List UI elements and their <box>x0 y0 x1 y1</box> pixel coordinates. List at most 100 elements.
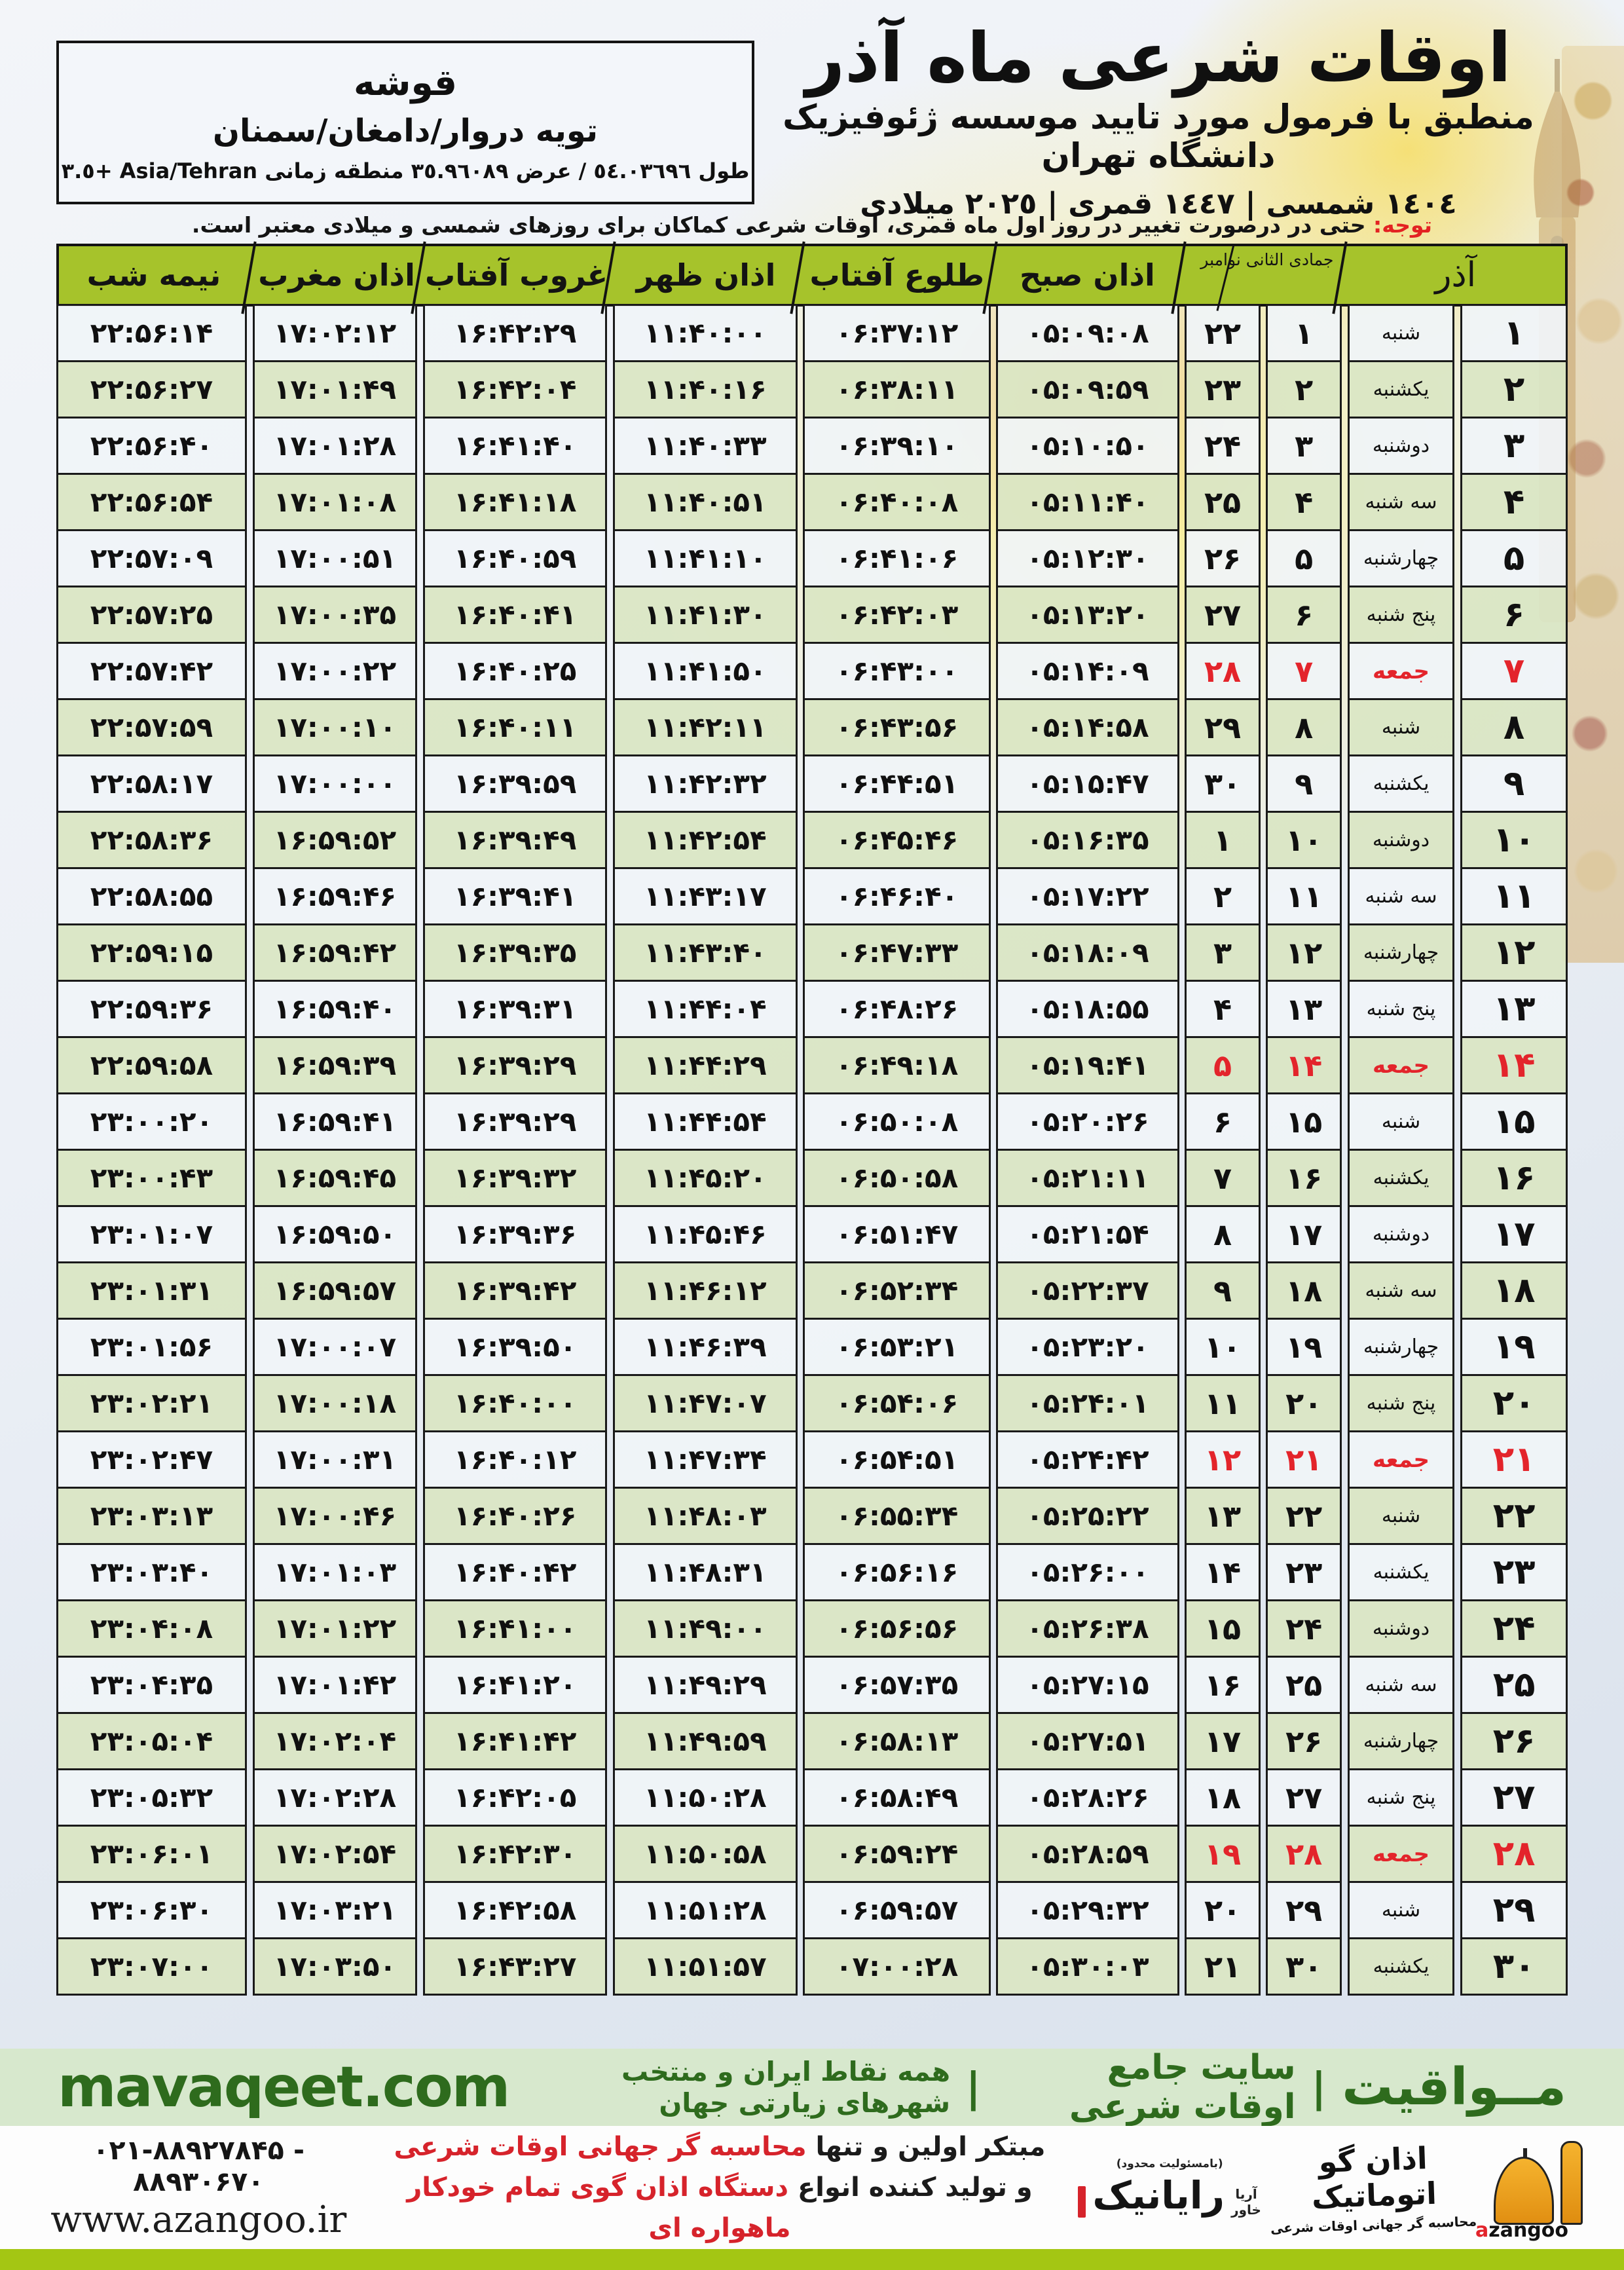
table-row: ۱۷ دوشنبه ۱۷ ۸ ۰۵:۲۱:۵۴ ۰۶:۵۱:۴۷ ۱۱:۴۵:۴۶ ۱۶:۳۹… <box>56 1205 1568 1263</box>
gregorian-day-cell: ۳۰ <box>1185 754 1261 813</box>
site-banner: مــواقیت | سایت جامع اوقات شرعی | همه نق… <box>0 2048 1624 2127</box>
maghrib-azan-cell: ۱۷:۰۱:۰۳ <box>252 1543 418 1601</box>
noon-azan-cell: ۱۱:۴۶:۳۹ <box>613 1318 798 1376</box>
noon-azan-cell: ۱۱:۴۰:۳۳ <box>613 417 798 475</box>
noon-azan-cell: ۱۱:۴۳:۴۰ <box>613 923 798 982</box>
lunar-day-cell: ۱۵ <box>1266 1092 1342 1151</box>
azar-day-cell: ۲۰ <box>1460 1374 1568 1432</box>
page-title: اوقات شرعی ماه آذر <box>805 18 1511 98</box>
weekday-cell: جمعه <box>1347 1036 1455 1094</box>
table-header-row: آذر جمادی الثانی نوامبر دسامبر اذان صبح … <box>56 244 1568 307</box>
maghrib-azan-cell: ۱۷:۰۰:۰۰ <box>252 754 418 813</box>
slogan-line2-black: و تولید کننده انواع <box>788 2172 1033 2203</box>
mosque-dome-icon: azangoo <box>1475 2138 1588 2242</box>
midnight-cell: ۲۳:۰۴:۰۸ <box>56 1599 247 1658</box>
sunrise-cell: ۰۶:۴۸:۲۶ <box>803 980 991 1038</box>
table-row: ۲۲ شنبه ۲۲ ۱۳ ۰۵:۲۵:۲۲ ۰۶:۵۵:۳۴ ۱۱:۴۸:۰۳ ۱۶:۴۰:… <box>56 1487 1568 1545</box>
maghrib-azan-cell: ۱۷:۰۰:۳۱ <box>252 1430 418 1489</box>
noon-azan-cell: ۱۱:۴۵:۴۶ <box>613 1205 798 1263</box>
midnight-cell: ۲۲:۵۶:۱۴ <box>56 304 247 362</box>
azar-day-cell: ۵ <box>1460 529 1568 587</box>
azar-day-cell: ۴ <box>1460 473 1568 531</box>
maghrib-azan-cell: ۱۷:۰۱:۰۸ <box>252 473 418 531</box>
fajr-azan-cell: ۰۵:۱۵:۴۷ <box>996 754 1179 813</box>
maghrib-azan-cell: ۱۷:۰۱:۴۲ <box>252 1656 418 1714</box>
gregorian-day-cell: ۲۷ <box>1185 586 1261 644</box>
fajr-azan-cell: ۰۵:۱۳:۲۰ <box>996 586 1179 644</box>
header-title-block: اوقات شرعی ماه آذر منطبق با فرمول مورد ت… <box>749 20 1568 221</box>
table-row: ۱۸ سه شنبه ۱۸ ۹ ۰۵:۲۲:۳۷ ۰۶:۵۲:۳۴ ۱۱:۴۶:۱۲ ۱۶:۳… <box>56 1261 1568 1320</box>
noon-azan-cell: ۱۱:۵۱:۵۷ <box>613 1937 798 1996</box>
weekday-cell: شنبه <box>1347 1092 1455 1151</box>
midnight-cell: ۲۳:۰۱:۵۶ <box>56 1318 247 1376</box>
sunrise-cell: ۰۶:۵۰:۰۸ <box>803 1092 991 1151</box>
sunrise-cell: ۰۶:۴۲:۰۳ <box>803 586 991 644</box>
weekday-cell: شنبه <box>1347 304 1455 362</box>
weekday-cell: دوشنبه <box>1347 417 1455 475</box>
noon-azan-cell: ۱۱:۴۲:۱۱ <box>613 698 798 756</box>
site-scope: همه نقاط ایران و منتخب شهرهای زیارتی جها… <box>621 2056 951 2119</box>
gregorian-day-cell: ۱۳ <box>1185 1487 1261 1545</box>
table-row: ۹ یکشنبه ۹ ۳۰ ۰۵:۱۵:۴۷ ۰۶:۴۴:۵۱ ۱۱:۴۲:۳۲ ۱۶:۳۹:… <box>56 754 1568 813</box>
lunar-day-cell: ۱۲ <box>1266 923 1342 982</box>
sunset-cell: ۱۶:۴۱:۴۲ <box>422 1712 608 1770</box>
azangoo-rest: zangoo <box>1488 2219 1568 2242</box>
bottom-olive-bar <box>0 2249 1624 2270</box>
gregorian-day-cell: ۲۹ <box>1185 698 1261 756</box>
mavaqeet-link[interactable]: mavaqeet.com <box>58 2055 510 2120</box>
gregorian-day-cell: ۳ <box>1185 923 1261 982</box>
maghrib-azan-cell: ۱۶:۵۹:۴۶ <box>252 867 418 925</box>
lunar-day-cell: ۲۰ <box>1266 1374 1342 1432</box>
midnight-cell: ۲۲:۵۶:۴۰ <box>56 417 247 475</box>
rayanik-logo: (بامسئولیت محدود) آریا خاور رایانیک <box>1078 2157 1261 2218</box>
fajr-azan-cell: ۰۵:۳۰:۰۳ <box>996 1937 1179 1996</box>
column-header-sunset: غروب آفتاب <box>424 246 608 304</box>
maghrib-azan-cell: ۱۷:۰۰:۲۲ <box>252 642 418 700</box>
azar-day-cell: ۷ <box>1460 642 1568 700</box>
sunrise-cell: ۰۶:۵۳:۲۱ <box>803 1318 991 1376</box>
sunset-cell: ۱۶:۴۱:۰۰ <box>422 1599 608 1658</box>
table-row: ۱۱ سه شنبه ۱۱ ۲ ۰۵:۱۷:۲۲ ۰۶:۴۶:۴۰ ۱۱:۴۳:۱۷ ۱۶:۳… <box>56 867 1568 925</box>
lunar-day-cell: ۲۷ <box>1266 1768 1342 1827</box>
table-row: ۱۰ دوشنبه ۱۰ ۱ ۰۵:۱۶:۳۵ ۰۶:۴۵:۴۶ ۱۱:۴۲:۵۴ ۱۶:۳۹… <box>56 811 1568 869</box>
table-row: ۳۰ یکشنبه ۳۰ ۲۱ ۰۵:۳۰:۰۳ ۰۷:۰۰:۲۸ ۱۱:۵۱:۵۷ ۱۶:۴… <box>56 1937 1568 1996</box>
slogan-line2-red: دستگاه اذان گوی تمام خودکار ماهواره ای <box>407 2172 791 2243</box>
noon-azan-cell: ۱۱:۵۰:۵۸ <box>613 1825 798 1883</box>
weekday-cell: شنبه <box>1347 698 1455 756</box>
midnight-cell: ۲۲:۵۶:۲۷ <box>56 360 247 419</box>
sunset-cell: ۱۶:۳۹:۴۹ <box>422 811 608 869</box>
sunset-cell: ۱۶:۳۹:۵۹ <box>422 754 608 813</box>
midnight-cell: ۲۳:۰۰:۲۰ <box>56 1092 247 1151</box>
sunrise-cell: ۰۶:۵۵:۳۴ <box>803 1487 991 1545</box>
table-row: ۲۱ جمعه ۲۱ ۱۲ ۰۵:۲۴:۴۲ ۰۶:۵۴:۵۱ ۱۱:۴۷:۳۴ ۱۶:۴۰:… <box>56 1430 1568 1489</box>
maghrib-azan-cell: ۱۷:۰۲:۰۴ <box>252 1712 418 1770</box>
azar-day-cell: ۲۶ <box>1460 1712 1568 1770</box>
noon-azan-cell: ۱۱:۴۶:۱۲ <box>613 1261 798 1320</box>
weekday-cell: سه شنبه <box>1347 1261 1455 1320</box>
gregorian-day-cell: ۴ <box>1185 980 1261 1038</box>
gregorian-day-cell: ۲۳ <box>1185 360 1261 419</box>
gregorian-day-cell: ۲۸ <box>1185 642 1261 700</box>
slogan-line1-black: مبتکر اولین و تنها <box>806 2132 1046 2162</box>
azangoo-website-link[interactable]: www.azangoo.ir <box>50 2198 347 2241</box>
midnight-cell: ۲۳:۰۳:۱۳ <box>56 1487 247 1545</box>
fajr-azan-cell: ۰۵:۲۱:۱۱ <box>996 1149 1179 1207</box>
weekday-cell: دوشنبه <box>1347 811 1455 869</box>
noon-azan-cell: ۱۱:۴۱:۵۰ <box>613 642 798 700</box>
lunar-day-cell: ۳ <box>1266 417 1342 475</box>
gregorian-day-cell: ۲۱ <box>1185 1937 1261 1996</box>
lunar-day-cell: ۷ <box>1266 642 1342 700</box>
midnight-cell: ۲۳:۰۳:۴۰ <box>56 1543 247 1601</box>
fajr-azan-cell: ۰۵:۱۷:۲۲ <box>996 867 1179 925</box>
column-header-fajr-azan: اذان صبح <box>996 246 1178 304</box>
lunar-day-cell: ۲۵ <box>1266 1656 1342 1714</box>
table-row: ۱۳ پنج شنبه ۱۳ ۴ ۰۵:۱۸:۵۵ ۰۶:۴۸:۲۶ ۱۱:۴۴:۰۴ ۱۶:… <box>56 980 1568 1038</box>
lunar-day-cell: ۱۶ <box>1266 1149 1342 1207</box>
table-row: ۱۲ چهارشنبه ۱۲ ۳ ۰۵:۱۸:۰۹ ۰۶:۴۷:۳۳ ۱۱:۴۳:۴۰ ۱۶:… <box>56 923 1568 982</box>
noon-azan-cell: ۱۱:۴۲:۳۲ <box>613 754 798 813</box>
gregorian-day-cell: ۱ <box>1185 811 1261 869</box>
lunar-day-cell: ۱۱ <box>1266 867 1342 925</box>
weekday-cell: جمعه <box>1347 1825 1455 1883</box>
azar-day-cell: ۱۲ <box>1460 923 1568 982</box>
sunset-cell: ۱۶:۴۰:۲۵ <box>422 642 608 700</box>
